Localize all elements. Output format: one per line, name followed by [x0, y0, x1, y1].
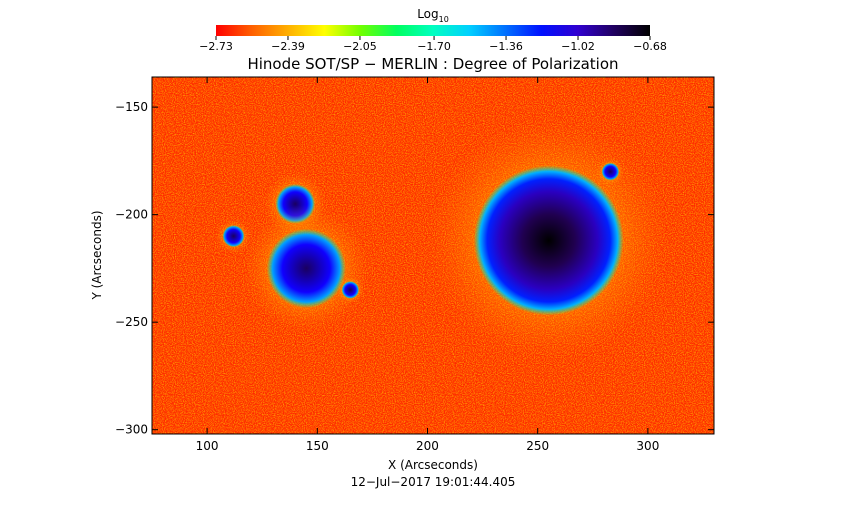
colorbar-tick-label: −1.36 — [489, 40, 523, 53]
y-tick-label: −200 — [115, 208, 148, 222]
colorbar-label: Log10 — [417, 7, 449, 24]
y-tick-label: −150 — [115, 100, 148, 114]
x-tick-label: 200 — [416, 439, 439, 453]
colorbar-tick-label: −2.05 — [343, 40, 377, 53]
colorbar-tick-label: −1.02 — [561, 40, 595, 53]
colorbar-tick-label: −2.39 — [271, 40, 305, 53]
heatmap-feature — [222, 225, 245, 248]
y-tick-label: −300 — [115, 423, 148, 437]
colorbar-gradient — [216, 25, 650, 36]
colorbar-tick-label: −1.70 — [417, 40, 451, 53]
x-tick-label: 250 — [526, 439, 549, 453]
chart-title: Hinode SOT/SP − MERLIN : Degree of Polar… — [247, 55, 618, 73]
heatmap-image — [152, 77, 714, 434]
colorbar-tick-label: −2.73 — [199, 40, 233, 53]
colorbar: Log10 −2.73 −2.39 −2.05 −1.70 −1.36 −1.02 −0.6… — [199, 7, 667, 53]
y-axis: −150 −200 −250 −300 — [115, 100, 714, 437]
x-tick-label: 300 — [636, 439, 659, 453]
x-axis: 100 150 200 250 300 — [196, 77, 659, 453]
heatmap-feature — [341, 281, 360, 299]
heatmap-feature — [473, 165, 624, 316]
plot-frame — [151, 76, 715, 435]
x-axis-label: X (Arcseconds) — [388, 458, 478, 472]
x-tick-label: 100 — [196, 439, 219, 453]
timestamp: 12−Jul−2017 19:01:44.405 — [351, 475, 516, 489]
y-axis-label: Y (Arcseconds) — [90, 210, 104, 300]
heatmap-feature — [601, 162, 620, 181]
y-tick-label: −250 — [115, 315, 148, 329]
heatmap-feature — [266, 228, 346, 309]
colorbar-tick-label: −0.68 — [633, 40, 667, 53]
x-tick-label: 150 — [306, 439, 329, 453]
